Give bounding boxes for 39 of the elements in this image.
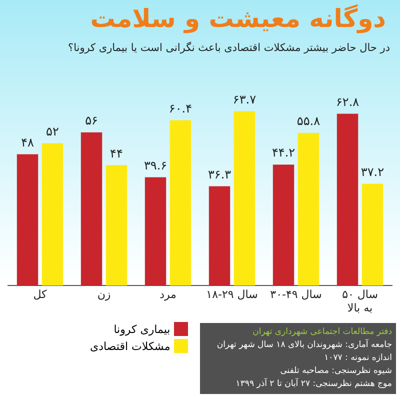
bar bbox=[208, 186, 230, 286]
data-label: ۳۶.۳ bbox=[208, 167, 232, 182]
data-label: ۵۶ bbox=[85, 113, 98, 128]
x-tick-label: مرد bbox=[160, 288, 177, 302]
data-label: ۳۷.۲ bbox=[360, 164, 384, 179]
x-tick-label: ۳۰-۴۹ سال bbox=[270, 288, 322, 302]
chart-title: دوگانه معیشت و سلامت bbox=[90, 4, 386, 33]
bar bbox=[336, 114, 358, 286]
data-label: ۴۸ bbox=[21, 135, 35, 150]
legend-label: مشکلات اقتصادی bbox=[90, 340, 170, 352]
data-label: ۴۴ bbox=[110, 146, 123, 160]
bar bbox=[170, 120, 192, 286]
bar bbox=[272, 164, 294, 286]
legend-label: بیماری کرونا bbox=[114, 322, 170, 336]
text: دفتر مطالعات اجتماعی شهرداری تهران bbox=[252, 326, 392, 339]
data-label: ۳۹.۶ bbox=[144, 158, 168, 172]
bar bbox=[16, 154, 38, 286]
data-label: ۶۳.۷ bbox=[232, 92, 257, 106]
x-tick-label: ۱۸-۲۹ سال bbox=[206, 288, 258, 302]
x-tick-label: کل bbox=[33, 288, 48, 302]
bar bbox=[144, 177, 166, 286]
bar bbox=[298, 132, 320, 286]
bar bbox=[234, 111, 256, 286]
bar bbox=[42, 143, 64, 286]
bar bbox=[80, 132, 102, 286]
text: اندازه نمونه : ۱۰۷۷ bbox=[323, 352, 392, 365]
data-label: ۶۲.۸ bbox=[336, 94, 360, 109]
bar bbox=[106, 165, 128, 286]
chart-subtitle: در حال حاضر بیشتر مشکلات اقتصادی باعث نگرانی است یا بیماری کرونا؟ bbox=[68, 42, 390, 54]
text: جامعه آماری: شهروندان بالای ۱۸ سال شهر تهران bbox=[216, 339, 392, 352]
bar bbox=[362, 184, 384, 286]
x-tick-label: زن bbox=[97, 288, 111, 302]
data-label: ۶۰.۴ bbox=[168, 101, 192, 116]
x-tick-label: ۵۰ سال به بالا bbox=[342, 288, 378, 314]
data-label: ۴۴.۲ bbox=[272, 146, 296, 160]
data-label: ۵۵.۸ bbox=[296, 114, 321, 128]
data-label: ۵۲ bbox=[46, 124, 59, 138]
text: موج هشتم نظرسنجی: ۲۷ آبان تا ۲ آذر ۱۳۹۹ bbox=[234, 378, 392, 391]
text: شیوه نظرسنجی: مصاحبه تلفنی bbox=[279, 365, 392, 378]
